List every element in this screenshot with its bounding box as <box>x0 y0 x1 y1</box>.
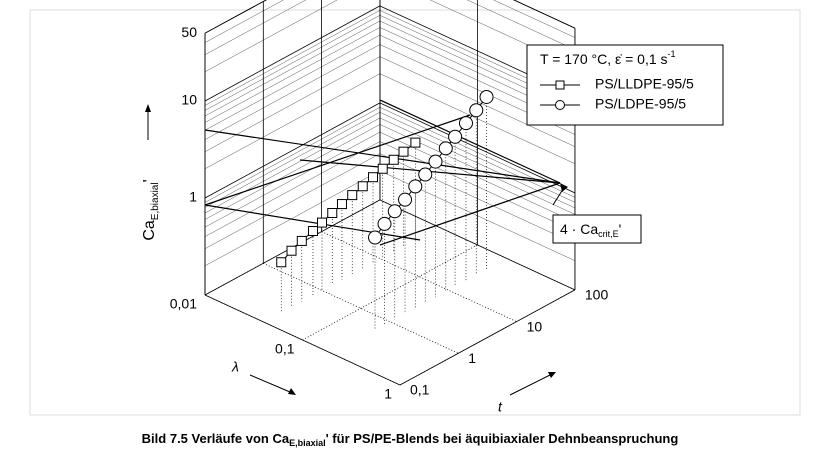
annotation-main: 4 · Ca <box>560 221 598 237</box>
legend-title: T = 170 °C, ε̇ = 0,1 s-1 <box>540 49 676 66</box>
marker <box>336 199 347 210</box>
marker <box>357 181 368 192</box>
plot: 1 10 50 0,01 0,1 1 0,1 1 10 100 <box>170 0 609 402</box>
marker <box>317 217 328 228</box>
marker <box>276 257 287 268</box>
marker <box>410 137 421 148</box>
minor-grid-line <box>204 44 381 140</box>
legend-marker <box>555 80 565 90</box>
annotation-suffix: ' <box>619 221 622 237</box>
minor-grid-line <box>204 170 381 267</box>
marker <box>286 245 297 256</box>
marker <box>448 129 463 144</box>
minor-grid-line <box>204 0 338 73</box>
legend-label: PS/LDPE-95/5 <box>595 96 686 112</box>
annotation-arrowhead <box>560 183 568 192</box>
marker <box>428 154 443 169</box>
y-axis-arrowhead <box>548 372 556 378</box>
caption-suffix: ' für PS/PE-Blends bei äquibiaxialer Deh… <box>326 431 679 446</box>
marker <box>398 192 413 207</box>
grid-line <box>204 5 381 102</box>
marker <box>307 226 318 237</box>
x-axis-label: λ <box>231 359 239 375</box>
minor-grid-line <box>204 153 381 249</box>
minor-grid-line <box>204 131 381 228</box>
marker <box>368 230 383 245</box>
marker <box>408 179 423 194</box>
minor-grid-line <box>204 20 381 117</box>
minor-grid-line <box>204 124 381 220</box>
marker <box>327 207 338 218</box>
x-tick-label: 1 <box>384 386 392 402</box>
y-tick-label: 0,1 <box>410 382 430 398</box>
legend-title-main: T = 170 °C, ε̇ = 0,1 s <box>540 51 668 67</box>
marker <box>368 172 379 183</box>
marker <box>418 167 433 182</box>
minor-grid-line <box>204 107 381 203</box>
critical-plane-line <box>379 182 561 246</box>
z-label-sub: E,biaxial <box>150 182 161 220</box>
z-label-main: Ca <box>141 220 158 241</box>
critical-plane-line <box>204 204 421 241</box>
caption-sub: E,biaxial <box>289 438 326 448</box>
x-tick-label: 0,1 <box>275 341 295 357</box>
y-axis-label: t <box>498 399 503 415</box>
y-tick-label: 10 <box>527 318 543 334</box>
legend-marker <box>555 100 565 110</box>
legend-label: PS/LLDPE-95/5 <box>595 76 694 92</box>
marker <box>459 116 474 131</box>
grid-line <box>302 244 478 341</box>
y-tick-label: 1 <box>468 350 476 366</box>
caption-main: Bild 7.5 Verläufe von Ca <box>142 431 290 446</box>
figure-frame <box>29 9 801 416</box>
marker <box>388 154 399 165</box>
marker <box>387 204 402 219</box>
x-axis-arrowhead <box>288 388 296 395</box>
marker <box>347 190 358 201</box>
critical-plane-line <box>204 129 561 184</box>
marker <box>479 89 494 104</box>
y-tick-label: 100 <box>585 287 609 303</box>
minor-grid-line <box>204 15 381 111</box>
annotation: 4 · Cacrit,E' <box>560 221 621 240</box>
marker <box>438 141 453 156</box>
z-tick-label: 1 <box>189 189 197 205</box>
grid-line <box>513 0 576 29</box>
x-axis-arrow <box>249 374 291 393</box>
marker <box>296 235 307 246</box>
marker <box>377 216 392 231</box>
z-label-suffix: ' <box>141 179 158 182</box>
z-tick-label: 50 <box>181 24 197 40</box>
minor-grid-line <box>204 10 381 106</box>
minor-grid-line <box>204 0 307 55</box>
x-tick-label: 0,01 <box>170 296 197 312</box>
y-axis-arrow <box>509 374 551 396</box>
critical-plane-line <box>379 99 561 184</box>
grid-line <box>204 0 267 34</box>
marker <box>398 146 409 157</box>
z-axis-arrowhead <box>145 104 151 112</box>
minor-grid-line <box>204 0 284 43</box>
minor-grid-line <box>204 56 381 152</box>
z-tick-label: 10 <box>181 92 197 108</box>
minor-grid-line <box>204 34 381 131</box>
caption: Bild 7.5 Verläufe von CaE,biaxial' für P… <box>142 431 679 448</box>
legend-title-sup: -1 <box>668 49 676 59</box>
annotation-sub: crit,E <box>598 229 619 239</box>
grid-line <box>204 102 381 199</box>
critical-plane-line <box>204 114 471 206</box>
marker <box>469 103 484 118</box>
minor-grid-line <box>204 112 381 208</box>
marker <box>377 163 388 174</box>
minor-grid-line <box>493 0 576 38</box>
minor-grid-line <box>204 73 381 170</box>
grid-line <box>399 289 576 386</box>
minor-grid-line <box>204 117 381 214</box>
minor-grid-line <box>204 141 381 237</box>
z-axis-label: CaE,biaxial' <box>141 179 160 240</box>
annotation-box <box>552 214 642 244</box>
minor-grid-line <box>204 27 381 123</box>
